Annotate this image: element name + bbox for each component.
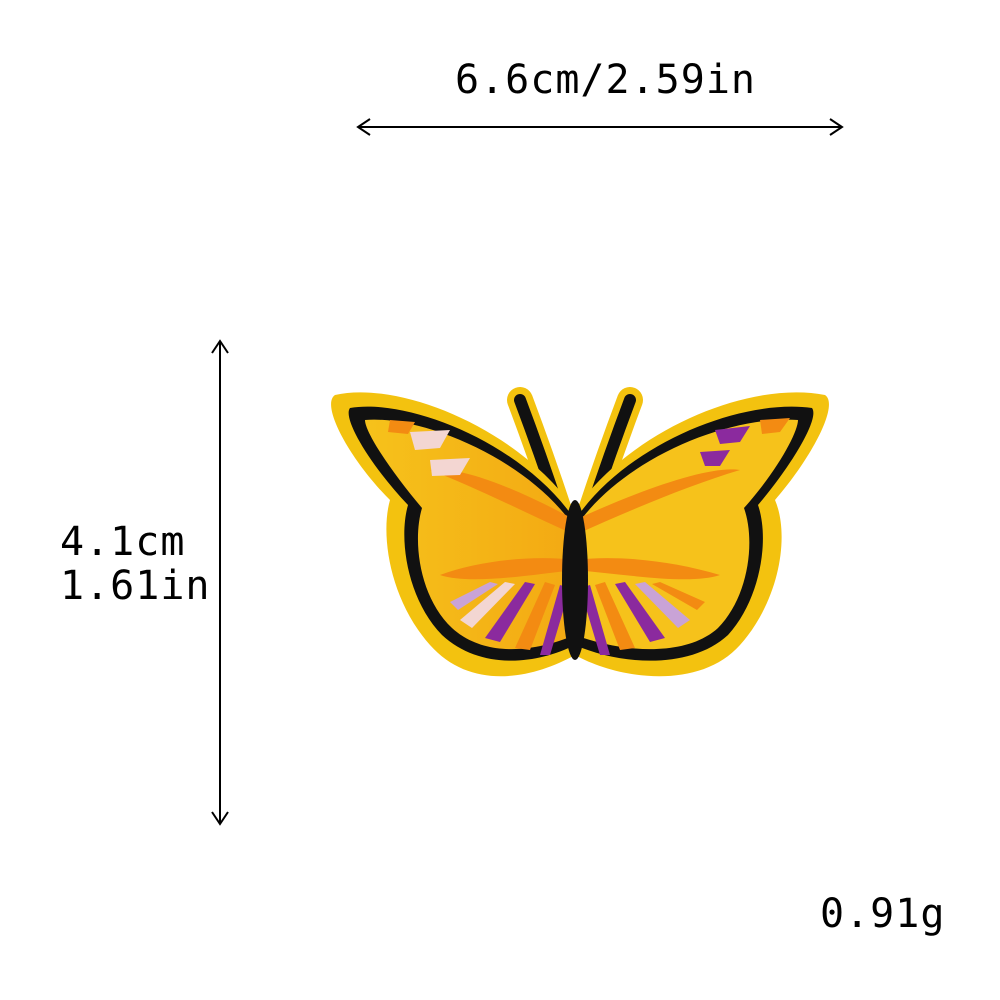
- height-arrow-icon: [211, 339, 229, 826]
- width-arrow-icon: [356, 118, 844, 136]
- width-dimension-label: 6.6cm/2.59in: [455, 57, 756, 103]
- height-in-label: 1.61in: [60, 563, 211, 609]
- height-cm-label: 4.1cm: [60, 519, 186, 565]
- butterfly-patch-image: [331, 387, 829, 677]
- height-dimension-label: 4.1cm 1.61in: [60, 520, 211, 608]
- weight-label: 0.91g: [820, 891, 946, 937]
